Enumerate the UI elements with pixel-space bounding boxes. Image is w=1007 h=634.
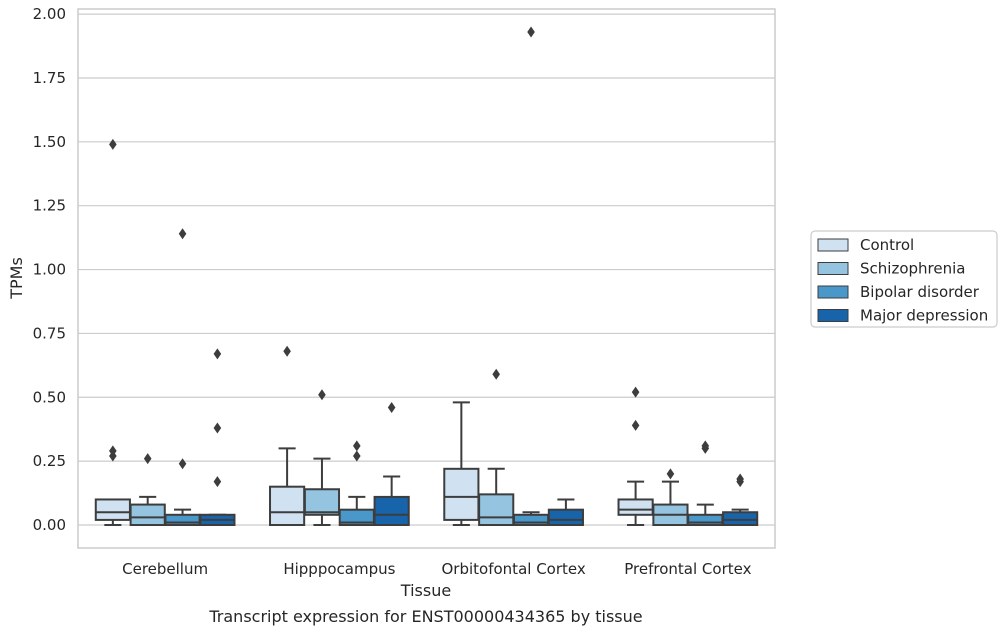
x-tick-label: Hipppocampus: [283, 560, 395, 578]
y-tick-label: 2.00: [33, 5, 66, 23]
legend-swatch: [817, 309, 849, 322]
box-3-1: [652, 468, 689, 527]
x-ticks: Cerebellum Hipppocampus Orbitofontal Corte…: [122, 560, 751, 578]
y-ticks: 0.00 0.25 0.50 0.75 1.00 1.25 1.50 1.75 2.00: [33, 5, 66, 534]
legend-frame: [810, 230, 998, 328]
box-iqr: [443, 467, 480, 521]
box-3-3: [722, 473, 759, 527]
box-2-2: [512, 26, 550, 527]
box-0-1: [129, 453, 166, 527]
box-iqr: [303, 488, 341, 516]
box-3-2: [687, 440, 724, 527]
y-tick-label: 1.00: [33, 261, 66, 279]
outlier-point: [666, 468, 675, 480]
outlier-point: [109, 138, 117, 150]
x-tick-label: Orbitofontal Cortex: [442, 560, 586, 578]
chart-caption: Transcript expression for ENST0000043436…: [208, 607, 642, 626]
legend-item: Major depression: [817, 307, 988, 325]
box-iqr: [164, 513, 201, 527]
outlier-point: [213, 348, 222, 360]
box-3-0: [617, 386, 654, 527]
y-tick-label: 0.75: [33, 324, 66, 342]
outlier-point: [631, 419, 640, 431]
outlier-point: [213, 422, 222, 434]
box-0-3: [199, 348, 236, 527]
outlier-point: [736, 473, 744, 485]
boxes-layer: [94, 26, 759, 527]
legend-item: Schizophrenia: [817, 260, 965, 278]
box-0-2: [164, 228, 201, 527]
legend: Control Schizophrenia Bipolar disorder Majo…: [810, 230, 998, 328]
legend-swatch: [817, 285, 849, 299]
x-tick-label: Prefrontal Cortex: [624, 560, 751, 578]
outlier-point: [318, 389, 326, 401]
box-iqr: [478, 493, 515, 527]
box-iqr: [687, 513, 724, 527]
outlier-point: [178, 458, 187, 470]
legend-label: Major depression: [860, 307, 988, 325]
box-2-0: [443, 401, 480, 527]
box-1-1: [303, 389, 341, 527]
outlier-point: [701, 440, 710, 452]
box-iqr: [547, 508, 584, 527]
axes-frame: [77, 8, 776, 549]
outlier-point: [353, 450, 361, 462]
x-axis-label: Tissue: [400, 581, 451, 600]
outlier-point: [143, 453, 152, 465]
box-1-2: [338, 440, 375, 527]
y-tick-label: 0.25: [33, 452, 66, 470]
legend-label: Control: [860, 236, 914, 254]
box-iqr: [129, 503, 166, 527]
box-2-1: [478, 368, 515, 527]
x-tick-label: Cerebellum: [122, 560, 208, 578]
legend-label: Schizophrenia: [860, 260, 965, 278]
box-0-0: [94, 138, 131, 527]
y-tick-label: 0.00: [33, 516, 66, 534]
legend-label: Bipolar disorder: [860, 283, 980, 301]
box-iqr: [617, 498, 654, 516]
box-iqr: [269, 485, 306, 527]
y-tick-label: 0.50: [33, 388, 66, 406]
outlier-point: [109, 445, 117, 457]
outlier-point: [353, 440, 361, 452]
legend-swatch: [817, 262, 849, 275]
outlier-point: [387, 402, 396, 414]
outlier-point: [492, 368, 500, 380]
outlier-point: [213, 476, 222, 488]
outlier-point: [283, 345, 291, 357]
box-iqr: [722, 511, 759, 527]
outlier-point: [631, 386, 640, 398]
outlier-point: [527, 26, 535, 38]
box-iqr: [512, 513, 550, 527]
box-2-3: [547, 498, 584, 527]
grid-layer: [78, 13, 775, 526]
outlier-point: [178, 228, 187, 240]
y-tick-label: 1.25: [33, 197, 66, 215]
y-axis-label: TPMs: [7, 257, 26, 300]
box-1-0: [269, 345, 306, 527]
legend-item: Bipolar disorder: [817, 283, 980, 301]
box-iqr: [94, 498, 131, 521]
box-1-3: [373, 402, 410, 527]
legend-item: Control: [817, 236, 914, 254]
box-iqr: [373, 495, 410, 527]
y-tick-label: 1.50: [33, 133, 66, 151]
y-tick-label: 1.75: [33, 69, 66, 87]
legend-swatch: [817, 238, 849, 252]
